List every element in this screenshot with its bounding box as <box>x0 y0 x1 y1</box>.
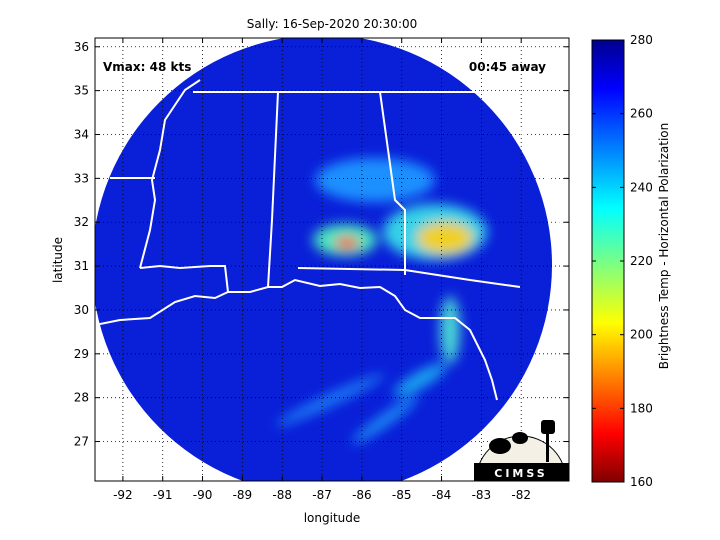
rainband-spiral-1 <box>393 363 447 397</box>
grid-lines <box>95 38 569 481</box>
y-axis: 27 28 29 30 31 32 33 34 35 36 <box>74 40 569 449</box>
colorbar-tick-label: 180 <box>630 401 653 415</box>
colorbar-label: Brightness Temp - Horizontal Polarizatio… <box>657 123 671 370</box>
colorbar-tick-label: 240 <box>630 180 653 194</box>
rainband-north-arc <box>315 158 435 202</box>
al-ga-border <box>379 91 406 275</box>
x-tick-label: -87 <box>312 488 332 502</box>
rainband-south <box>440 296 460 364</box>
x-tick-label: -88 <box>272 488 292 502</box>
al-fl-border <box>297 267 521 288</box>
y-tick-label: 35 <box>74 84 89 98</box>
colorbar-ticks: 160 180 200 220 240 260 280 <box>592 33 653 489</box>
logo-dish-1 <box>489 438 511 454</box>
swath-layer <box>95 38 552 481</box>
logo-dish-2 <box>512 432 528 444</box>
y-axis-label: latitude <box>51 237 65 283</box>
colorbar-tick-label: 260 <box>630 107 653 121</box>
y-tick-label: 36 <box>74 40 89 54</box>
colorbar-tick-label: 200 <box>630 328 653 342</box>
colorbar <box>591 39 625 483</box>
rainband-spiral-3 <box>352 396 418 444</box>
y-tick-label: 31 <box>74 259 89 273</box>
colorbar-tick-label: 160 <box>630 475 653 489</box>
cimss-logo: CIMSS <box>474 420 569 482</box>
y-tick-label: 32 <box>74 215 89 229</box>
y-tick-label: 30 <box>74 303 89 317</box>
x-tick-label: -92 <box>113 488 133 502</box>
rainband-core-west <box>335 237 359 249</box>
x-tick-label: -91 <box>153 488 173 502</box>
gulf-coastline <box>95 278 498 401</box>
y-tick-label: 29 <box>74 347 89 361</box>
x-axis-label: longitude <box>304 511 361 525</box>
axes-frame <box>94 37 570 482</box>
rain-features <box>275 158 487 444</box>
mississippi-river <box>139 79 201 269</box>
x-tick-label: -82 <box>511 488 531 502</box>
rainband-core-east <box>417 222 473 254</box>
coastline-borders <box>95 79 561 401</box>
logo-text: CIMSS <box>494 467 547 480</box>
vmax-annotation: Vmax: 48 kts <box>103 60 191 74</box>
logo-tower-leg <box>546 434 549 462</box>
x-tick-label: -90 <box>193 488 213 502</box>
x-tick-label: -89 <box>233 488 253 502</box>
timing-annotation: 00:45 away <box>469 60 546 74</box>
y-tick-label: 27 <box>74 435 89 449</box>
colorbar-tick-label: 280 <box>630 33 653 47</box>
ga-sc-border <box>474 91 561 231</box>
x-tick-label: -84 <box>432 488 452 502</box>
y-tick-label: 34 <box>74 127 89 141</box>
la-ms-border <box>139 264 229 293</box>
rainband-spiral-2 <box>275 374 385 426</box>
chart-title: Sally: 16-Sep-2020 20:30:00 <box>247 17 418 31</box>
ms-al-border <box>267 91 279 288</box>
x-tick-label: -85 <box>392 488 412 502</box>
y-tick-label: 28 <box>74 391 89 405</box>
y-tick-label: 33 <box>74 171 89 185</box>
x-tick-label: -83 <box>472 488 492 502</box>
colorbar-tick-label: 220 <box>630 254 653 268</box>
x-axis: -92 -91 -90 -89 -88 -87 -86 -85 -84 -83 -82 <box>113 38 531 502</box>
logo-tower <box>541 420 555 434</box>
x-tick-label: -86 <box>352 488 372 502</box>
logo-banner <box>474 463 569 481</box>
